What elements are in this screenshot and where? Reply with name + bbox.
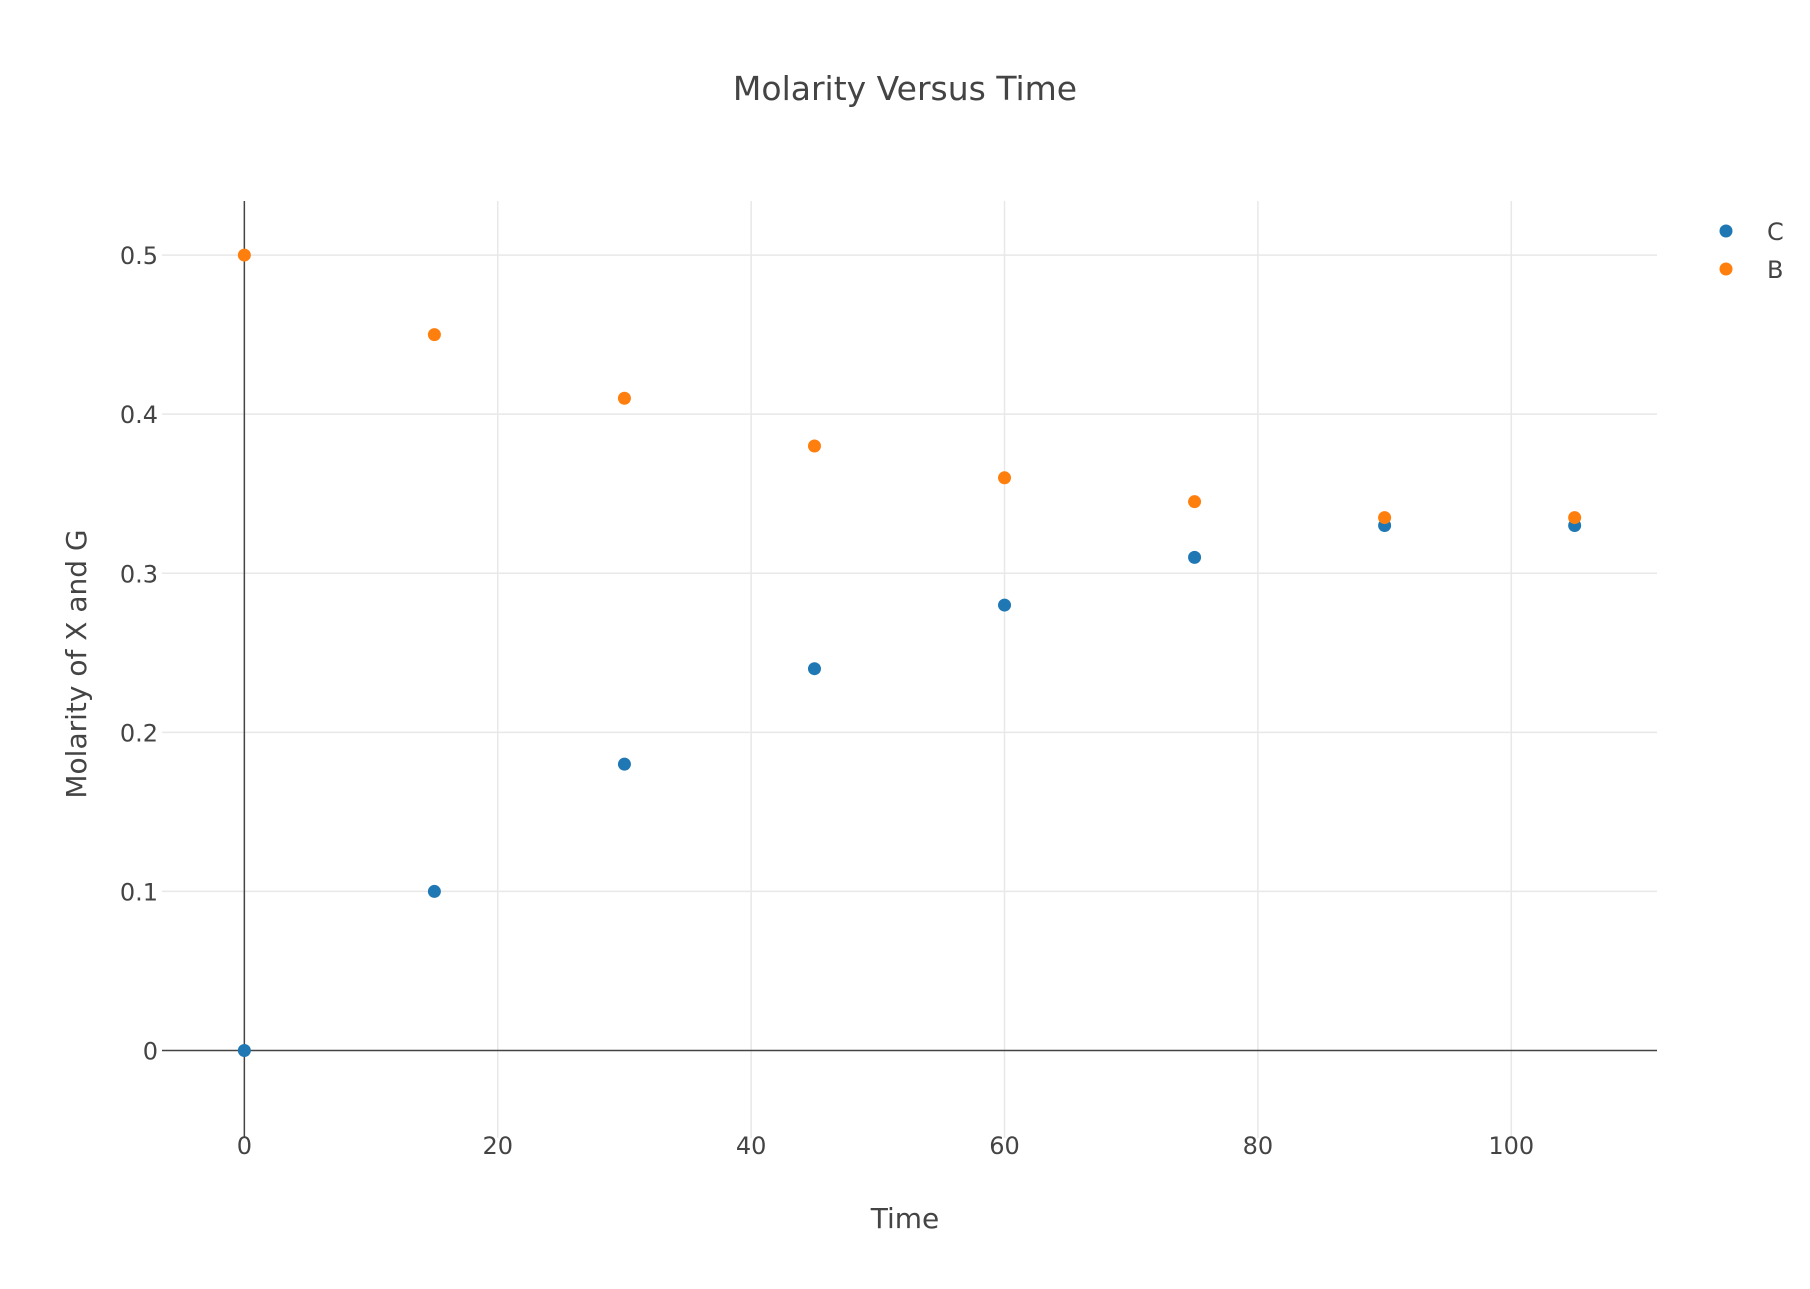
x-tick-label: 0	[237, 1132, 252, 1160]
data-point-B[interactable]	[807, 439, 821, 453]
y-tick-label: 0.5	[120, 242, 158, 270]
y-tick-label: 0	[143, 1038, 158, 1066]
legend-item-B[interactable]: B	[1719, 256, 1784, 284]
legend-marker	[1719, 262, 1733, 276]
x-tick-label: 80	[1243, 1132, 1274, 1160]
data-points	[237, 248, 1582, 1058]
data-point-B[interactable]	[1568, 511, 1582, 525]
data-point-B[interactable]	[1188, 495, 1202, 509]
x-tick-label: 100	[1488, 1132, 1534, 1160]
legend-marker	[1719, 224, 1733, 238]
chart-title: Molarity Versus Time	[733, 69, 1077, 108]
x-tick-label: 60	[989, 1132, 1020, 1160]
legend[interactable]: CB	[1719, 218, 1784, 284]
legend-item-C[interactable]: C	[1719, 218, 1784, 246]
y-tick-label: 0.3	[120, 560, 158, 588]
data-point-C[interactable]	[807, 662, 821, 676]
grid-layer	[162, 201, 1657, 1138]
data-point-B[interactable]	[237, 248, 251, 262]
data-point-C[interactable]	[617, 757, 631, 771]
y-tick-label: 0.4	[120, 401, 158, 429]
data-point-B[interactable]	[1378, 511, 1392, 525]
x-tick-label: 40	[736, 1132, 767, 1160]
legend-label: B	[1767, 256, 1783, 284]
x-tick-label: 20	[482, 1132, 513, 1160]
y-axis-title: Molarity of X and G	[60, 529, 93, 798]
axis-layer	[162, 201, 1657, 1138]
data-point-B[interactable]	[427, 328, 441, 342]
data-point-B[interactable]	[617, 391, 631, 405]
legend-label: C	[1767, 218, 1784, 246]
tick-labels: 0 20 40 60 80 100 0 0.1 0.2 0.3 0.4 0.5	[120, 242, 1534, 1160]
data-point-C[interactable]	[998, 598, 1012, 612]
x-axis-title: Time	[870, 1202, 940, 1235]
data-point-B[interactable]	[998, 471, 1012, 485]
data-point-C[interactable]	[237, 1044, 251, 1058]
data-point-C[interactable]	[1188, 550, 1202, 564]
y-tick-label: 0.2	[120, 719, 158, 747]
y-tick-label: 0.1	[120, 878, 158, 906]
data-point-C[interactable]	[427, 884, 441, 898]
